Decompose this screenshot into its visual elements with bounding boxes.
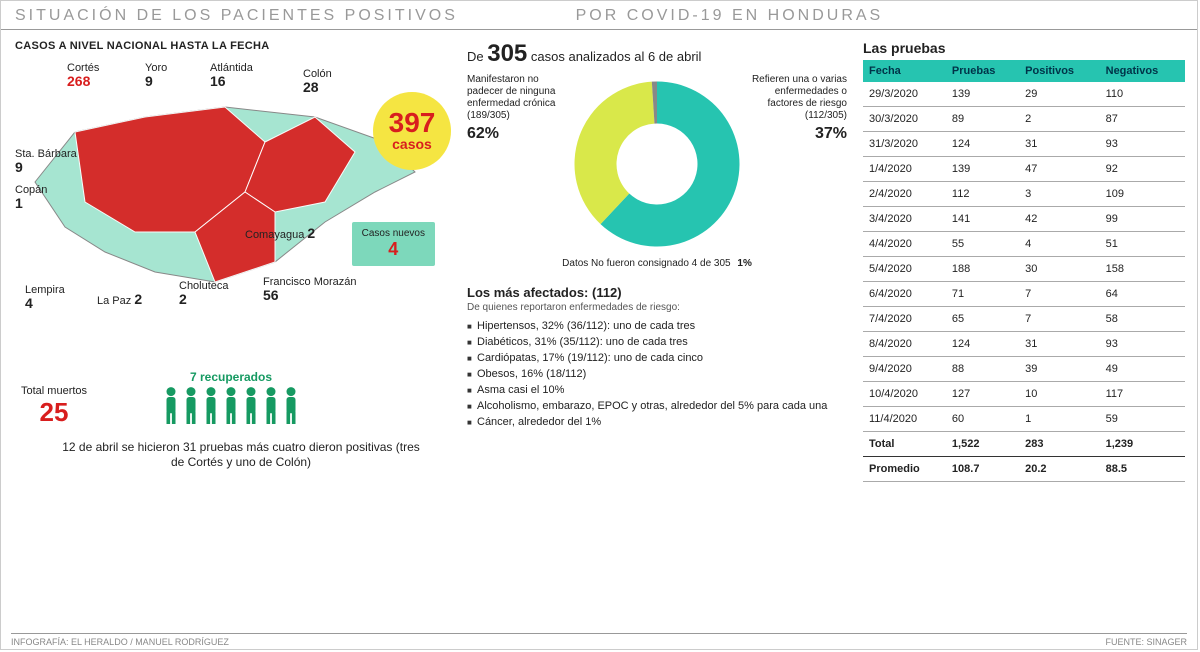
person-icon [262,386,280,426]
table-header: Negativos [1100,60,1185,82]
person-icon [202,386,220,426]
table-header: Fecha [863,60,946,82]
deaths-label: Total muertos [21,385,87,397]
department-label: Colón28 [303,68,332,95]
affected-item: Cardiópatas, 17% (19/112): uno de cada c… [467,351,847,367]
department-label: Comayagua 2 [245,226,315,241]
donut-bottom-caption: Datos No fueron consignado 4 de 305 1% [467,258,847,269]
total-cases-badge: 397 casos [373,92,451,170]
recovered-box: 7 recuperados [161,370,301,429]
affected-item: Cáncer, alrededor del 1% [467,415,847,431]
table-row: 8/4/20201243193 [863,332,1185,357]
affected-item: Diabéticos, 31% (35/112): uno de cada tr… [467,335,847,351]
header-right: POR COVID-19 EN HONDURAS [576,7,1183,25]
department-label: Francisco Morazán56 [263,276,357,303]
deaths-value: 25 [21,397,87,428]
affected-title: Los más afectados: (112) [467,285,847,300]
tests-table: FechaPruebasPositivosNegativos 29/3/2020… [863,60,1185,482]
honduras-map: Cortés268 Yoro9 Atlántida16 Colón28 Sta. Bár… [15,62,445,312]
department-label: Choluteca2 [179,280,229,307]
table-header: Pruebas [946,60,1019,82]
table-row: 31/3/20201243193 [863,132,1185,157]
map-footnote: 12 de abril se hicieron 31 pruebas más c… [61,440,421,470]
total-cases-number: 397 [389,110,436,135]
tests-panel: Las pruebas FechaPruebasPositivosNegativ… [857,30,1197,615]
page-header: SITUACIÓN DE LOS PACIENTES POSITIVOS POR… [1,1,1197,30]
tests-title: Las pruebas [863,40,1185,56]
table-row: 4/4/202055451 [863,232,1185,257]
table-header: Positivos [1019,60,1099,82]
table-row: 5/4/202018830158 [863,257,1185,282]
recovered-label: 7 recuperados [161,370,301,384]
affected-item: Alcoholismo, embarazo, EPOC y otras, alr… [467,399,847,415]
deaths-box: Total muertos 25 [21,385,87,428]
table-row-avg: Promedio108.720.288.5 [863,457,1185,482]
table-row-total: Total1,5222831,239 [863,432,1185,457]
affected-item: Asma casi el 10% [467,383,847,399]
table-row: 1/4/20201394792 [863,157,1185,182]
footer-right: FUENTE: SINAGER [1105,637,1187,647]
header-left: SITUACIÓN DE LOS PACIENTES POSITIVOS [15,7,576,25]
map-subtitle: CASOS A NIVEL NACIONAL HASTA LA FECHA [15,40,449,52]
department-label: La Paz 2 [97,292,142,307]
table-row: 11/4/202060159 [863,407,1185,432]
table-row: 6/4/202071764 [863,282,1185,307]
total-cases-label: casos [392,136,432,152]
footer: INFOGRAFÍA: EL HERALDO / MANUEL RODRÍGUE… [11,633,1187,647]
person-icon [182,386,200,426]
department-label: Lempira4 [25,284,65,311]
affected-block: Los más afectados: (112) De quienes repo… [467,285,847,431]
new-cases-value: 4 [362,239,425,260]
table-row: 10/4/202012710117 [863,382,1185,407]
department-label: Sta. Bárbara9 [15,148,77,175]
department-label: Cortés268 [67,62,99,89]
table-row: 29/3/202013929110 [863,82,1185,107]
donut-panel: De 305 casos analizados al 6 de abril Ma… [461,30,857,615]
affected-item: Hipertensos, 32% (36/112): uno de cada t… [467,319,847,335]
person-icon [222,386,240,426]
person-icon [162,386,180,426]
person-icon [282,386,300,426]
new-cases-box: Casos nuevos 4 [352,222,435,266]
donut-title: De 305 casos analizados al 6 de abril [467,40,847,68]
department-label: Copán1 [15,184,47,211]
table-row: 30/3/202089287 [863,107,1185,132]
footer-left: INFOGRAFÍA: EL HERALDO / MANUEL RODRÍGUE… [11,637,229,647]
person-icon [242,386,260,426]
donut-right-caption: Refieren una o varias enfermedades o fac… [747,74,847,143]
table-row: 7/4/202065758 [863,307,1185,332]
affected-item: Obesos, 16% (18/112) [467,367,847,383]
table-row: 9/4/2020883949 [863,357,1185,382]
department-label: Yoro9 [145,62,167,89]
donut-left-caption: Manifestaron no padecer de ninguna enfer… [467,74,567,143]
new-cases-label: Casos nuevos [362,228,425,239]
table-row: 3/4/20201414299 [863,207,1185,232]
donut-chart [567,74,747,254]
affected-subtitle: De quienes reportaron enfermedades de ri… [467,302,847,313]
table-row: 2/4/20201123109 [863,182,1185,207]
map-panel: CASOS A NIVEL NACIONAL HASTA LA FECHA Co… [1,30,461,615]
department-label: Atlántida16 [210,62,253,89]
